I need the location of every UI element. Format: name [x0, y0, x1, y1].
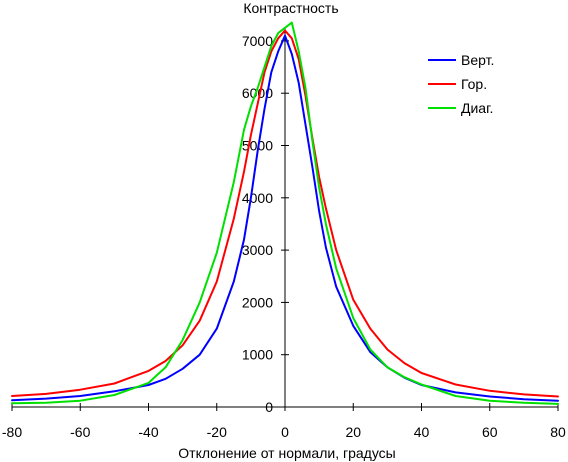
legend-label: Диаг. — [461, 100, 493, 116]
legend: Верт. Гор. Диаг. — [428, 52, 494, 116]
y-tick-label: 0 — [265, 399, 273, 415]
x-tick-label: 0 — [281, 424, 289, 440]
x-tick-label: 20 — [345, 424, 361, 440]
x-tick-label: 80 — [550, 424, 566, 440]
series-layer — [11, 21, 559, 405]
axes-layer: -80 -60 -40 -20 0 20 40 60 800100020003000400050… — [2, 28, 566, 440]
y-tick-label: 1000 — [242, 347, 273, 363]
series-line — [11, 29, 559, 398]
x-tick-label: -20 — [207, 424, 227, 440]
x-tick-label: 60 — [482, 424, 498, 440]
x-tick-label: -80 — [2, 424, 22, 440]
x-axis-title: Отклонение от нормали, градусы — [178, 445, 395, 461]
y-tick-label: 3000 — [242, 242, 273, 258]
legend-label: Гор. — [461, 76, 487, 92]
series-line — [11, 21, 559, 405]
y-tick-label: 2000 — [242, 294, 273, 310]
y-axis-title: Контрастность — [243, 0, 338, 16]
y-tick-label: 4000 — [242, 190, 273, 206]
y-tick-label: 7000 — [242, 33, 273, 49]
x-tick-label: 40 — [414, 424, 430, 440]
x-tick-label: -40 — [138, 424, 158, 440]
y-tick-label: 6000 — [242, 85, 273, 101]
x-tick-label: -60 — [70, 424, 90, 440]
legend-label: Верт. — [461, 52, 494, 68]
